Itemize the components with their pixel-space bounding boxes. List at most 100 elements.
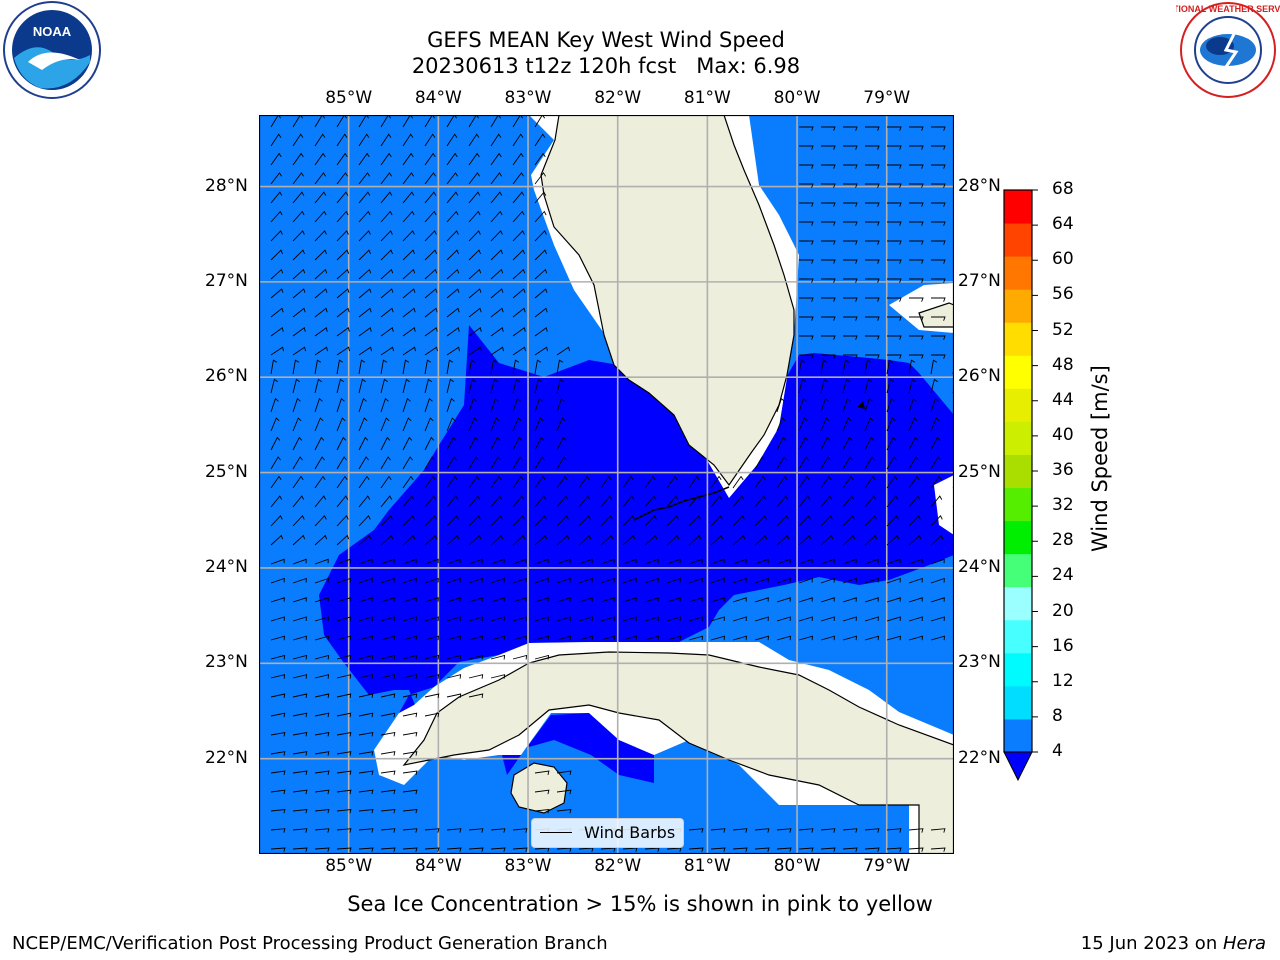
wind-barb <box>864 417 874 432</box>
wind-barb <box>270 436 281 451</box>
wind-barb <box>402 693 418 698</box>
wind-barb <box>292 475 304 489</box>
wind-barb <box>380 789 396 795</box>
wind-barb <box>843 145 858 150</box>
wind-barb <box>666 597 681 603</box>
wind-barb <box>292 654 308 660</box>
colorbar-tick-label: 48 <box>1052 354 1074 375</box>
wind-barb <box>336 751 352 756</box>
wind-barb <box>380 456 391 470</box>
wind-barb <box>908 475 920 489</box>
wind-barb <box>534 616 549 622</box>
wind-barb <box>314 152 326 166</box>
wind-barb <box>622 616 637 622</box>
wind-barb <box>886 847 902 852</box>
wind-barb <box>842 378 850 394</box>
wind-barb <box>314 828 330 833</box>
wind-barb <box>930 597 945 603</box>
wind-barb <box>865 354 880 359</box>
wind-barb <box>468 847 484 852</box>
wind-barb <box>886 635 902 641</box>
wind-barb <box>754 616 769 622</box>
wind-barb <box>380 712 396 718</box>
wind-barb <box>336 674 352 679</box>
wind-barb <box>270 534 284 546</box>
wind-barb <box>732 635 748 641</box>
wind-barb <box>821 126 836 131</box>
lat-label-right: 26°N <box>958 366 1001 387</box>
wind-barb <box>468 597 483 603</box>
wind-barb <box>512 597 527 603</box>
wind-barb <box>798 436 809 451</box>
wind-barb <box>710 534 724 546</box>
wind-barb <box>931 221 946 226</box>
wind-barb <box>314 495 327 508</box>
wind-barb <box>578 515 591 527</box>
wind-barb <box>424 456 435 470</box>
wind-barb <box>402 210 415 223</box>
wind-barb <box>292 635 308 641</box>
wind-barb <box>512 456 523 470</box>
wind-barb <box>292 378 300 394</box>
wind-barb <box>666 495 679 508</box>
wind-barb <box>732 616 747 622</box>
wind-barb <box>402 378 410 394</box>
wind-barb <box>512 534 526 546</box>
wind-barb <box>600 577 615 584</box>
wind-barb <box>776 597 791 603</box>
wind-barb <box>644 597 659 603</box>
wind-barb <box>930 475 942 489</box>
wind-barb <box>402 327 416 337</box>
wind-barb <box>534 495 547 508</box>
wind-barb <box>556 456 567 470</box>
wind-barb <box>446 230 459 242</box>
colorbar-segment <box>1004 322 1032 356</box>
wind-barb <box>336 133 348 147</box>
wind-barb <box>534 172 546 185</box>
wind-barb <box>842 635 858 641</box>
wind-barb <box>490 210 503 223</box>
land-isla-juventud <box>510 762 568 814</box>
wind-barb <box>270 751 286 756</box>
wind-barb <box>380 230 393 242</box>
wind-barb <box>600 847 616 852</box>
wind-barb <box>270 456 281 470</box>
wind-barb <box>534 268 548 280</box>
wind-barb <box>534 456 545 470</box>
wind-barb <box>424 378 432 394</box>
colorbar-segment <box>1004 256 1032 290</box>
wind-barb <box>446 495 459 508</box>
wind-barb <box>754 577 769 584</box>
wind-barb <box>754 558 769 565</box>
wind-barb <box>512 191 525 204</box>
wind-barb <box>424 359 432 375</box>
wind-barb <box>358 597 373 603</box>
wind-barb <box>776 616 791 622</box>
wind-barb <box>556 789 572 795</box>
wind-barb <box>314 693 330 698</box>
wind-barb <box>380 346 394 356</box>
wind-barb <box>270 635 286 641</box>
wind-barb <box>446 115 458 128</box>
lon-label-top: 80°W <box>773 88 821 108</box>
wind-barb <box>842 534 856 546</box>
wind-barb <box>314 249 328 261</box>
wind-barb <box>292 808 308 814</box>
wind-barb <box>821 183 836 188</box>
wind-barb <box>270 808 286 814</box>
wind-barb <box>666 558 681 565</box>
wind-barb <box>446 133 458 147</box>
wind-barb <box>270 515 283 527</box>
wind-barb <box>358 249 372 261</box>
wind-barb <box>666 577 681 584</box>
wind-barb <box>534 230 547 242</box>
wind-barb <box>644 616 659 622</box>
wind-barb <box>358 210 371 223</box>
wind-barb <box>358 133 370 147</box>
wind-barb <box>909 278 924 283</box>
wind-barb <box>314 635 330 641</box>
wind-barb <box>446 378 454 394</box>
map-legend: Wind Barbs <box>531 818 684 848</box>
wind-barb <box>776 417 786 432</box>
wind-barb <box>446 417 456 432</box>
